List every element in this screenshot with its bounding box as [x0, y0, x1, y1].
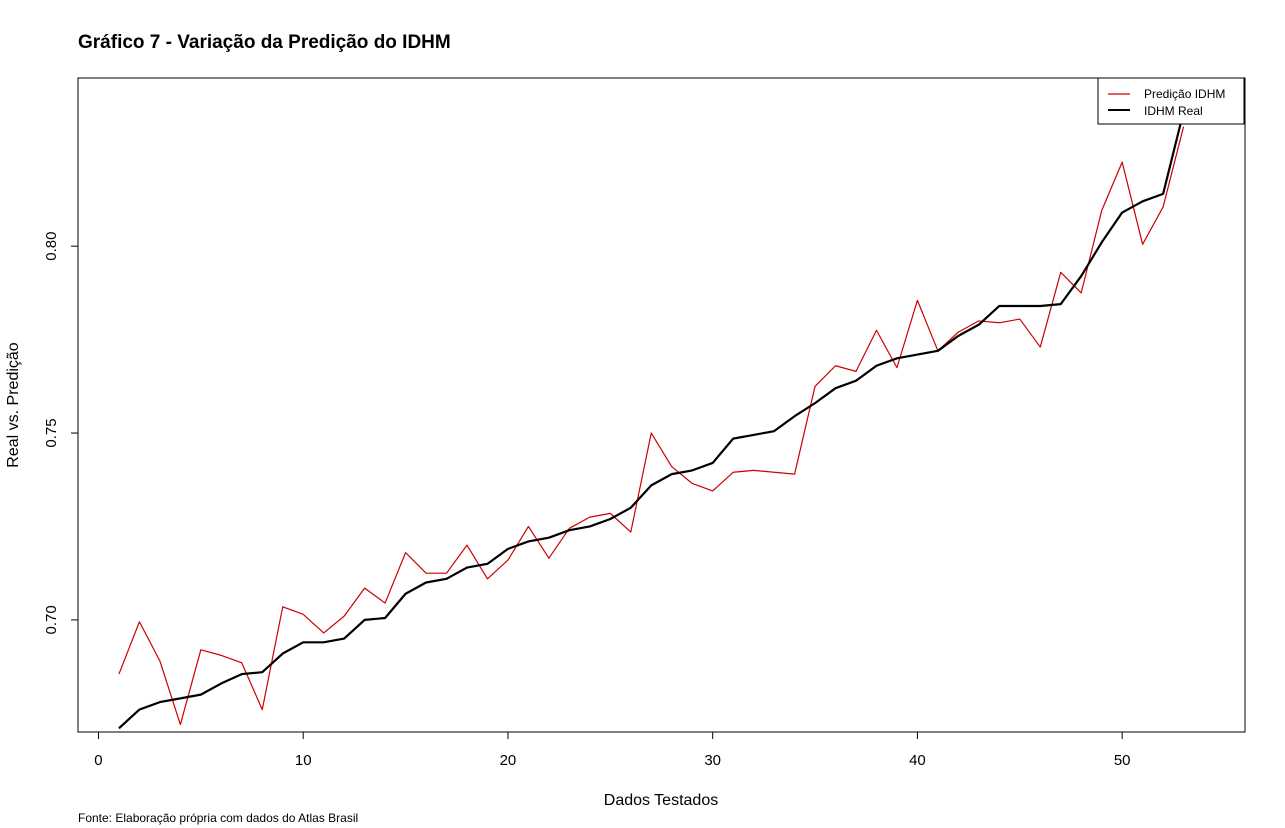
chart-caption: Fonte: Elaboração própria com dados do A…: [78, 811, 358, 825]
plot-frame: [77, 77, 1246, 733]
y-tick-label: 0.70: [43, 605, 60, 634]
y-axis: 0.70 0.75 0.80: [43, 232, 79, 634]
legend: Predição IDHM IDHM Real: [1097, 77, 1245, 125]
series-layer: [118, 111, 1185, 730]
x-tick-label: 0: [94, 752, 102, 769]
y-tick-label: 0.80: [43, 232, 60, 261]
legend-label-real: IDHM Real: [1144, 104, 1203, 118]
legend-label-predicao: Predição IDHM: [1144, 87, 1225, 101]
chart-title: Gráfico 7 - Variação da Predição do IDHM: [78, 32, 451, 53]
legend-box: [1097, 77, 1245, 125]
x-tick-label: 20: [500, 752, 517, 769]
series-line-predicao-idhm: [118, 126, 1185, 726]
x-axis-label: Dados Testados: [604, 792, 718, 809]
x-tick-label: 10: [295, 752, 312, 769]
x-axis: 0 10 20 30 40 50: [94, 731, 1131, 769]
y-axis-label: Real vs. Predição: [5, 342, 22, 467]
x-tick-label: 40: [909, 752, 926, 769]
x-tick-label: 30: [704, 752, 721, 769]
series-line-idhm-real: [118, 111, 1185, 730]
x-tick-label: 50: [1114, 752, 1131, 769]
y-tick-label: 0.75: [43, 418, 60, 447]
